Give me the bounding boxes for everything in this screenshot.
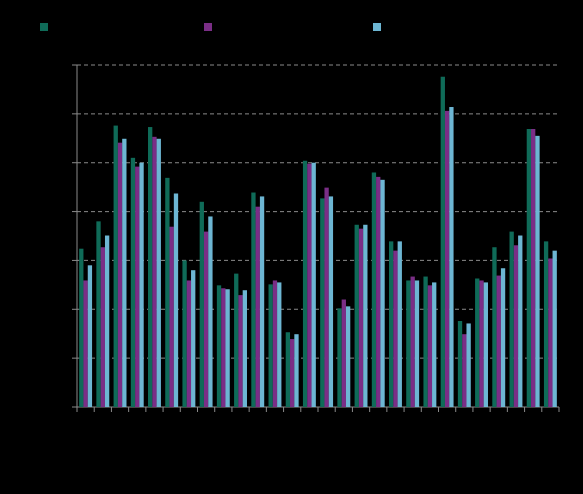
bar bbox=[285, 332, 291, 407]
bar bbox=[496, 275, 501, 407]
bar bbox=[139, 162, 144, 407]
bar bbox=[427, 285, 433, 407]
bar bbox=[234, 273, 239, 407]
bar bbox=[79, 248, 84, 407]
bar bbox=[432, 282, 437, 407]
bar bbox=[290, 339, 295, 407]
bar bbox=[83, 280, 88, 407]
bar bbox=[376, 176, 381, 407]
bar bbox=[302, 160, 308, 407]
bar bbox=[457, 321, 463, 407]
bar bbox=[548, 258, 553, 407]
bar bbox=[466, 323, 471, 407]
bar bbox=[130, 157, 136, 407]
bar bbox=[100, 247, 105, 407]
bar bbox=[156, 138, 161, 407]
bar bbox=[148, 127, 153, 407]
bar bbox=[354, 224, 359, 407]
bar bbox=[113, 125, 118, 407]
legend-marker bbox=[373, 23, 381, 31]
bar bbox=[414, 280, 420, 407]
bar bbox=[337, 308, 342, 407]
bar bbox=[363, 224, 368, 407]
bar bbox=[552, 250, 557, 407]
bar bbox=[117, 142, 123, 407]
bar bbox=[135, 166, 140, 407]
bar bbox=[406, 280, 411, 407]
bar bbox=[462, 334, 467, 407]
bar bbox=[341, 299, 346, 407]
bar bbox=[393, 250, 398, 407]
bar bbox=[440, 76, 445, 408]
bar bbox=[345, 306, 351, 407]
bar bbox=[96, 221, 101, 407]
bar bbox=[509, 231, 514, 407]
bar bbox=[186, 280, 192, 407]
bar bbox=[449, 107, 454, 407]
bar bbox=[492, 247, 497, 407]
bar bbox=[294, 334, 299, 407]
bar bbox=[251, 192, 256, 407]
bar bbox=[268, 284, 273, 407]
bar bbox=[500, 268, 506, 407]
bar bbox=[191, 270, 196, 407]
bar bbox=[328, 196, 334, 407]
bar bbox=[543, 241, 549, 407]
legend-marker bbox=[40, 23, 48, 31]
bar bbox=[389, 241, 394, 407]
bar bbox=[152, 136, 157, 407]
bar bbox=[255, 206, 260, 407]
bar bbox=[122, 138, 127, 407]
bar bbox=[242, 290, 247, 407]
bar bbox=[238, 295, 243, 407]
bar bbox=[199, 201, 204, 407]
bar bbox=[371, 172, 377, 407]
bar bbox=[216, 285, 222, 407]
bar bbox=[380, 179, 385, 407]
bar bbox=[259, 196, 265, 407]
bar bbox=[423, 276, 428, 407]
legend-marker bbox=[204, 23, 212, 31]
bar bbox=[87, 265, 93, 407]
bar bbox=[173, 193, 179, 407]
bar bbox=[475, 278, 480, 407]
bar bbox=[104, 235, 110, 407]
bar bbox=[531, 129, 536, 407]
bar bbox=[221, 288, 226, 407]
bar bbox=[169, 226, 174, 407]
bar bbox=[324, 187, 329, 407]
bar bbox=[526, 129, 532, 407]
bar bbox=[483, 282, 488, 407]
bar bbox=[182, 260, 187, 407]
bar bbox=[513, 245, 519, 407]
bar bbox=[311, 162, 316, 407]
bar bbox=[535, 135, 540, 408]
bar bbox=[320, 198, 325, 407]
bar bbox=[444, 110, 450, 407]
bar bbox=[208, 216, 213, 407]
bar bbox=[203, 231, 209, 407]
bar bbox=[479, 280, 484, 407]
bar bbox=[277, 282, 282, 407]
bar bbox=[518, 235, 523, 407]
bar bbox=[165, 177, 170, 407]
bar bbox=[225, 289, 230, 407]
bar bbox=[307, 163, 312, 407]
bar bbox=[410, 276, 415, 407]
bar bbox=[358, 228, 364, 407]
bar bbox=[272, 280, 278, 407]
bar bbox=[397, 241, 402, 407]
